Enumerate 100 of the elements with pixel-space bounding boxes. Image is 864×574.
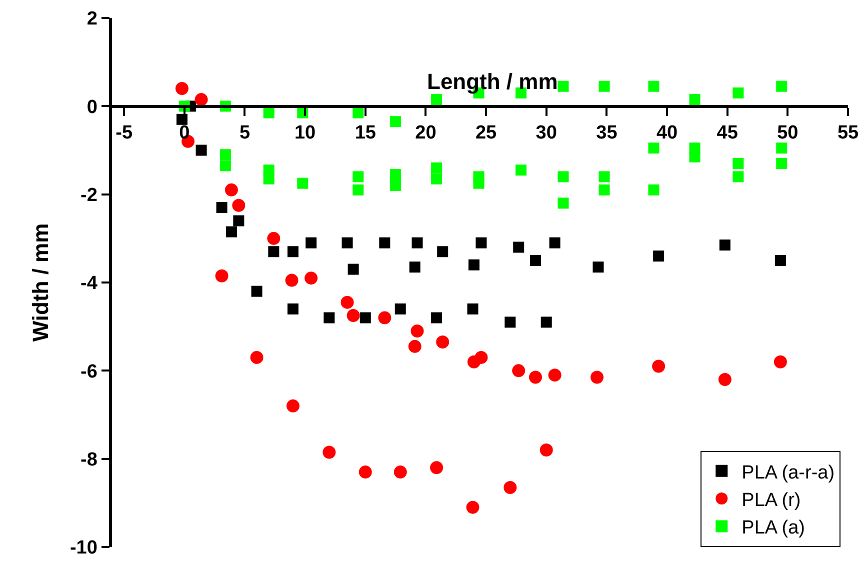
point <box>216 202 228 214</box>
point <box>346 309 360 322</box>
point <box>430 461 444 474</box>
x-tick-label: -5 <box>116 122 133 144</box>
point <box>540 316 552 328</box>
point <box>226 226 237 238</box>
x-tick-label: 55 <box>837 122 859 144</box>
point <box>390 116 402 128</box>
point <box>774 254 786 266</box>
point <box>360 312 371 324</box>
point <box>436 336 450 349</box>
point <box>466 500 480 514</box>
point <box>431 173 442 184</box>
point <box>342 237 353 248</box>
point <box>558 198 569 209</box>
point <box>431 312 442 324</box>
point <box>504 316 516 328</box>
point <box>408 340 422 353</box>
point <box>394 303 406 314</box>
point <box>592 262 604 273</box>
y-tick-label: -4 <box>80 273 98 294</box>
point <box>322 446 336 459</box>
point <box>287 246 298 258</box>
x-tick-label: 40 <box>656 122 678 144</box>
point <box>540 444 553 457</box>
point <box>250 350 264 364</box>
point <box>196 144 207 156</box>
point <box>251 286 262 297</box>
y-tick-label: -6 <box>80 361 98 382</box>
point <box>176 114 188 125</box>
point <box>232 198 246 212</box>
y-tick-label: -10 <box>70 538 98 559</box>
point <box>476 237 487 248</box>
point <box>215 269 228 282</box>
point <box>194 93 208 106</box>
point <box>598 184 610 196</box>
point <box>689 94 700 106</box>
point <box>286 399 300 412</box>
point <box>718 372 732 386</box>
x-tick-label: 20 <box>415 122 436 144</box>
point <box>558 80 569 92</box>
point <box>590 370 604 384</box>
point <box>348 264 359 275</box>
point <box>306 237 317 248</box>
point <box>598 80 610 92</box>
y-tick-label: -8 <box>80 449 98 470</box>
point <box>175 82 188 96</box>
point <box>431 162 442 174</box>
point <box>776 142 788 154</box>
point <box>653 250 664 262</box>
y-axis-title: Width / mm <box>28 223 53 342</box>
point <box>233 215 244 226</box>
point <box>529 370 542 384</box>
point <box>549 237 560 248</box>
point <box>732 87 744 98</box>
point <box>263 173 274 184</box>
point <box>410 324 424 338</box>
point <box>297 178 308 189</box>
point <box>648 142 660 154</box>
x-axis-title: Length / mm <box>427 69 558 94</box>
point <box>285 274 298 287</box>
point <box>390 180 402 192</box>
point <box>504 480 517 494</box>
x-tick-label: 10 <box>294 122 316 144</box>
point <box>268 246 280 258</box>
x-tick-label: 30 <box>536 122 557 144</box>
point <box>409 262 420 273</box>
point <box>548 368 562 382</box>
point <box>431 94 442 106</box>
point <box>220 149 231 160</box>
point <box>512 364 526 378</box>
legend-label: PLA (a) <box>742 518 806 539</box>
x-tick-label: 45 <box>716 122 738 144</box>
legend-label: PLA (r) <box>742 490 801 511</box>
point <box>468 259 480 270</box>
point <box>648 184 660 196</box>
point <box>719 240 730 251</box>
y-tick-label: -2 <box>80 184 98 206</box>
point <box>437 246 448 258</box>
point <box>474 350 488 364</box>
point <box>340 296 354 309</box>
point <box>412 237 423 248</box>
x-tick-label: 50 <box>777 122 798 144</box>
point <box>558 171 569 182</box>
point <box>473 178 484 189</box>
point <box>732 158 744 169</box>
point <box>652 360 666 373</box>
point <box>352 107 364 118</box>
point <box>598 171 610 182</box>
point <box>394 466 407 479</box>
point <box>774 355 787 368</box>
x-tick-label: 25 <box>475 122 498 144</box>
point <box>352 184 364 196</box>
point <box>776 80 788 92</box>
x-tick-label: 15 <box>354 122 376 144</box>
point <box>648 80 660 92</box>
point <box>304 272 318 285</box>
point <box>390 169 402 180</box>
point <box>732 171 744 182</box>
point <box>776 158 788 169</box>
